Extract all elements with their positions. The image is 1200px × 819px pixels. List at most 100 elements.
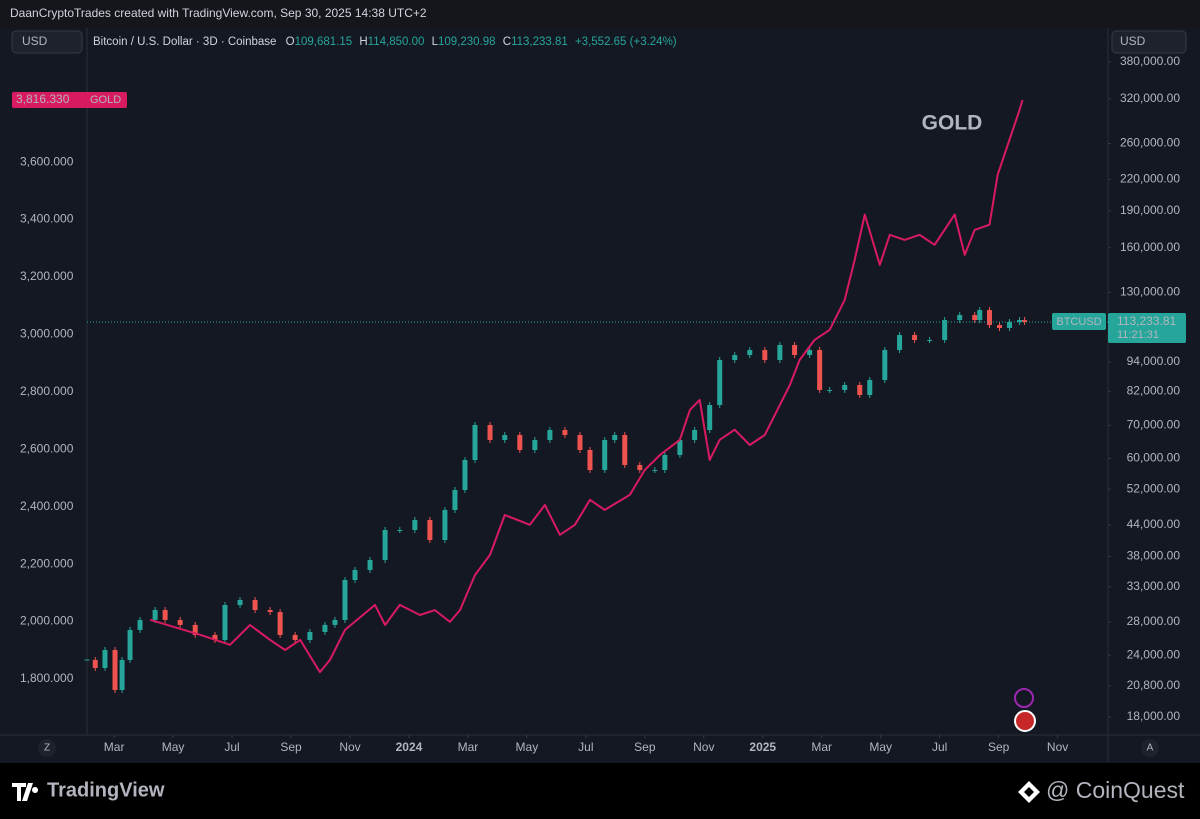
y-tick-label: 2,600.000 bbox=[20, 441, 74, 455]
candle-body bbox=[986, 310, 992, 326]
symbol: Bitcoin / U.S. Dollar · 3D · Coinbase bbox=[93, 36, 276, 48]
currency-button[interactable] bbox=[11, 30, 83, 54]
candle-body bbox=[1022, 320, 1028, 322]
x-tick-label: Mar bbox=[811, 740, 832, 754]
x-tick-label: May bbox=[869, 740, 892, 754]
ohlc-key: C bbox=[503, 36, 511, 48]
currency-label: USD bbox=[22, 34, 48, 48]
y-tick-label: 3,200.000 bbox=[20, 269, 74, 283]
scale-button-label: Z bbox=[44, 743, 50, 754]
watermark-logo bbox=[1018, 781, 1040, 803]
candle-body bbox=[792, 345, 798, 356]
y2-tick-label: 320,000.00 bbox=[1120, 91, 1180, 105]
change: +3,552.65 (+3.24%) bbox=[575, 36, 677, 48]
y2-tick-label: 24,000.00 bbox=[1127, 647, 1181, 661]
candle-body bbox=[562, 430, 568, 436]
candle-body bbox=[867, 380, 873, 396]
brand: TradingView bbox=[47, 779, 165, 801]
ohlc-value: 114,850.00 bbox=[368, 36, 425, 48]
candle-body bbox=[212, 634, 218, 640]
candle-body bbox=[177, 619, 183, 625]
x-tick-label: May bbox=[516, 740, 539, 754]
candle-body bbox=[977, 310, 983, 321]
y2-tick-label: 38,000.00 bbox=[1127, 549, 1181, 563]
y2-tick-label: 52,000.00 bbox=[1127, 481, 1181, 495]
candle-body bbox=[427, 519, 433, 541]
event-icon[interactable] bbox=[1014, 688, 1034, 708]
x-tick-label: 2024 bbox=[396, 740, 423, 754]
countdown: 11:21:31 bbox=[1117, 329, 1159, 341]
candle-body bbox=[927, 340, 933, 342]
candle-body bbox=[1017, 320, 1023, 323]
candle-body bbox=[777, 345, 783, 361]
ohlc-value: 109,681.15 bbox=[295, 36, 353, 48]
candle-body bbox=[442, 510, 448, 541]
candle-body bbox=[842, 385, 848, 391]
candle-body bbox=[127, 629, 133, 660]
candle-body bbox=[517, 435, 523, 451]
y2-tick-label: 28,000.00 bbox=[1127, 614, 1181, 628]
y2-tick-label: 33,000.00 bbox=[1127, 579, 1181, 593]
x-tick-label: Sep bbox=[280, 740, 302, 754]
candle-body bbox=[827, 390, 833, 392]
currency-label: USD bbox=[1120, 34, 1146, 48]
annotation: GOLD bbox=[922, 112, 983, 135]
legend-line: Bitcoin / U.S. Dollar · 3D · Coinbase O1… bbox=[93, 36, 677, 48]
y-tick-label: 2,200.000 bbox=[20, 556, 74, 570]
ohlc-key: H bbox=[359, 36, 367, 48]
candle-body bbox=[367, 560, 373, 570]
x-tick-label: Sep bbox=[634, 740, 656, 754]
candle-body bbox=[452, 489, 458, 511]
candle-body bbox=[277, 612, 283, 635]
candle-body bbox=[462, 460, 468, 490]
candle-body bbox=[237, 600, 243, 605]
candle-body bbox=[342, 579, 348, 620]
y2-tick-label: 94,000.00 bbox=[1127, 354, 1181, 368]
candle-body bbox=[817, 350, 823, 391]
x-tick-label: Jul bbox=[578, 740, 593, 754]
candle-body bbox=[717, 360, 723, 406]
y2-tick-label: 220,000.00 bbox=[1120, 172, 1180, 186]
candle-body bbox=[897, 335, 903, 351]
candle-body bbox=[652, 470, 658, 472]
candle-body bbox=[972, 315, 978, 321]
series-name: BTCUSD bbox=[1056, 316, 1101, 328]
y2-tick-label: 380,000.00 bbox=[1120, 54, 1180, 68]
candle-body bbox=[102, 649, 108, 668]
series-tag bbox=[1052, 312, 1106, 330]
candle-body bbox=[662, 455, 668, 471]
candle-body bbox=[857, 385, 863, 396]
candle-body bbox=[119, 659, 125, 690]
x-tick-label: 2025 bbox=[749, 740, 776, 754]
x-tick-label: Mar bbox=[458, 740, 479, 754]
x-tick-label: Sep bbox=[988, 740, 1010, 754]
candle-body bbox=[587, 450, 593, 471]
y2-tick-label: 130,000.00 bbox=[1120, 285, 1180, 299]
x-tick-label: Nov bbox=[339, 740, 360, 754]
scale-button[interactable] bbox=[1141, 739, 1159, 757]
x-tick-label: Jul bbox=[224, 740, 239, 754]
candle-body bbox=[152, 609, 158, 620]
event-icon[interactable] bbox=[1014, 710, 1036, 732]
y2-tick-label: 20,800.00 bbox=[1127, 678, 1181, 692]
price-tag bbox=[1108, 312, 1186, 343]
x-tick-label: Nov bbox=[693, 740, 714, 754]
y-tick-label: 3,400.000 bbox=[20, 212, 74, 226]
candle-body bbox=[162, 609, 168, 620]
y2-tick-label: 160,000.00 bbox=[1120, 240, 1180, 254]
candle-body bbox=[807, 350, 813, 356]
x-tick-label: Jul bbox=[932, 740, 947, 754]
currency-button[interactable] bbox=[1111, 30, 1187, 54]
candle-body bbox=[252, 600, 258, 610]
x-tick-label: Nov bbox=[1047, 740, 1068, 754]
candle-body bbox=[547, 430, 553, 441]
candle-body bbox=[307, 631, 313, 640]
y2-tick-label: 82,000.00 bbox=[1127, 383, 1181, 397]
candle-body bbox=[412, 519, 418, 530]
x-tick-label: Mar bbox=[104, 740, 125, 754]
ohlc-value: 109,230.98 bbox=[438, 36, 496, 48]
y2-tick-label: 60,000.00 bbox=[1127, 451, 1181, 465]
candle-body bbox=[677, 440, 683, 456]
scale-button[interactable] bbox=[38, 739, 56, 757]
price-tag-label: 113,233.81 bbox=[1117, 314, 1176, 328]
